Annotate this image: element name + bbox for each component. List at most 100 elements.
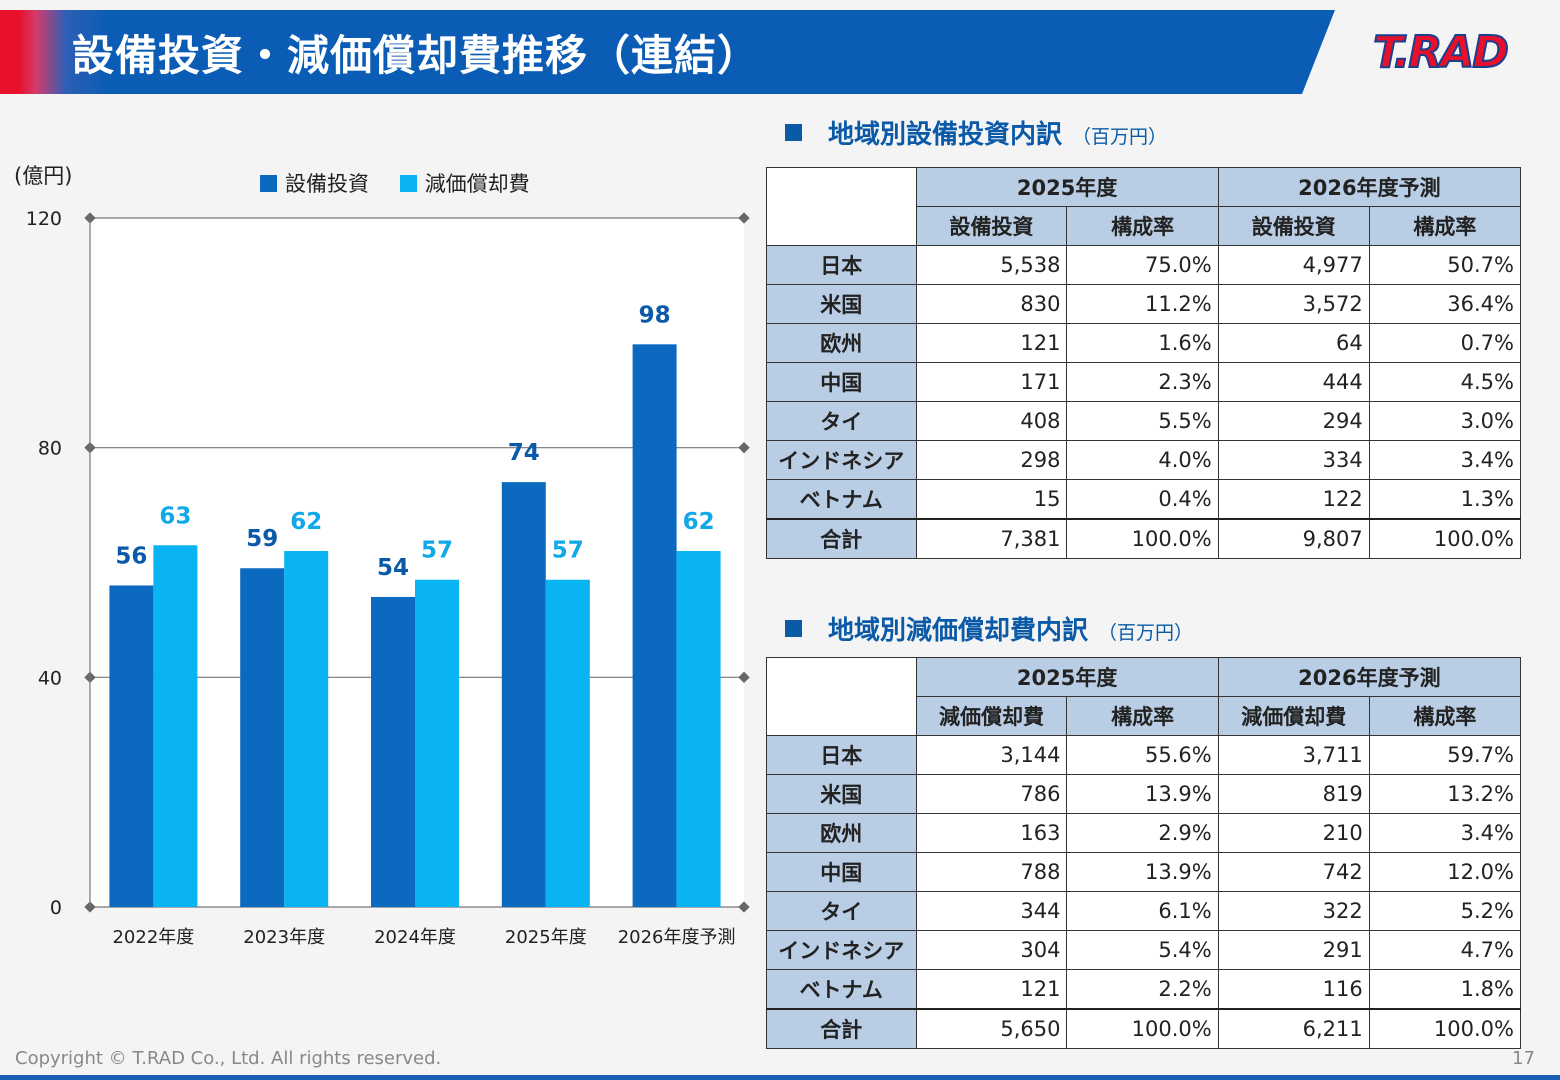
x-tick-label: 2023年度 [243, 927, 325, 948]
page-number: 17 [1512, 1048, 1535, 1069]
table-cell: 4,977 [1217, 245, 1370, 285]
bar-capex [371, 596, 415, 907]
x-tick-label: 2025年度 [505, 927, 587, 948]
column-header: 設備投資 [915, 206, 1068, 246]
table-cell: 0.4% [1066, 479, 1219, 520]
bar-depreciation [153, 545, 198, 907]
table-row: タイ 408 5.5% 294 3.0% [766, 401, 1522, 441]
table-row: 欧州 163 2.9% 210 3.4% [766, 813, 1522, 853]
table-cell: 3,711 [1217, 735, 1370, 775]
bar-depreciation [676, 551, 721, 907]
row-label: 合計 [766, 1008, 917, 1049]
y-tick-label: 0 [50, 897, 62, 919]
row-label: 米国 [766, 774, 917, 814]
table-cell: 7,381 [915, 518, 1068, 559]
table-cell: 298 [915, 440, 1068, 480]
data-label: 62 [683, 509, 715, 535]
column-header: 構成率 [1066, 206, 1219, 246]
table-cell: 11.2% [1066, 284, 1219, 324]
table-cell: 13.9% [1066, 852, 1219, 892]
data-label: 54 [377, 555, 409, 581]
table-cell: 788 [915, 852, 1068, 892]
bar-chart: 0 40 80 120 56 63 2022年度 59 62 2023年度 54 57 2024年度 74… [26, 208, 750, 948]
table-cell: 12.0% [1368, 852, 1522, 892]
table-row: インドネシア 298 4.0% 334 3.4% [766, 440, 1522, 480]
row-label: 日本 [766, 245, 917, 285]
data-label: 74 [508, 440, 540, 466]
table-cell: 1.8% [1368, 969, 1522, 1010]
table-cell: 100.0% [1066, 518, 1219, 559]
legend-label-depreciation: 減価償却費 [424, 172, 530, 196]
table-header-row: 2025年度 2026年度予測 [766, 657, 1522, 736]
x-tick-label: 2022年度 [112, 927, 194, 948]
table-cell: 15 [915, 479, 1068, 520]
table-cell: 304 [915, 930, 1068, 970]
table-row: 米国 786 13.9% 819 13.2% [766, 774, 1522, 814]
legend-item-depreciation: 減価償却費 [399, 168, 530, 198]
table-cell: 171 [915, 362, 1068, 402]
legend-swatch-capex [260, 175, 277, 192]
table-cell: 64 [1217, 323, 1370, 363]
legend-swatch-depreciation [399, 175, 417, 192]
capex-unit: （百万円） [1072, 126, 1168, 148]
bar-depreciation [545, 579, 590, 907]
row-label: 欧州 [766, 323, 917, 363]
logo-text: T.RAD [1372, 27, 1510, 79]
table-cell: 3.4% [1368, 813, 1522, 853]
table-cell: 100.0% [1368, 518, 1522, 559]
column-header: 構成率 [1368, 696, 1522, 736]
table-cell: 819 [1217, 774, 1370, 814]
table-row: 中国 788 13.9% 742 12.0% [766, 852, 1522, 892]
table-cell: 100.0% [1066, 1008, 1219, 1049]
table-cell: 5.5% [1066, 401, 1219, 441]
grid-marker-right [738, 442, 750, 454]
year-header: 2026年度予測 [1217, 167, 1522, 207]
table-cell: 9,807 [1217, 518, 1370, 559]
table-cell: 75.0% [1066, 245, 1219, 285]
data-label: 62 [290, 509, 322, 535]
bar-depreciation [415, 579, 459, 907]
table-cell: 2.2% [1066, 969, 1219, 1010]
table-cell: 13.9% [1066, 774, 1219, 814]
table-cell: 5,538 [915, 245, 1068, 285]
table-row: 米国 830 11.2% 3,572 36.4% [766, 284, 1522, 324]
table-cell: 4.5% [1368, 362, 1522, 402]
legend-label-capex: 設備投資 [285, 172, 369, 196]
table-cell: 5.2% [1368, 891, 1522, 931]
data-label: 57 [421, 538, 453, 564]
row-label: ベトナム [766, 969, 917, 1010]
x-tick-label: 2026年度予測 [618, 927, 736, 948]
data-label: 59 [246, 526, 278, 552]
table-subheader-row: 減価償却費 構成率 減価償却費 構成率 [767, 696, 1522, 736]
column-header: 構成率 [1368, 206, 1522, 246]
table-row: インドネシア 304 5.4% 291 4.7% [766, 930, 1522, 970]
year-header: 2025年度 [915, 657, 1219, 697]
bar-capex [632, 344, 677, 908]
column-header: 設備投資 [1217, 206, 1370, 246]
row-label: タイ [766, 891, 917, 931]
page-header: 設備投資・減価償却費推移（連結） [0, 10, 1560, 94]
table-cell: 55.6% [1066, 735, 1219, 775]
depreciation-table-title: 地域別減価償却費内訳 （百万円） [785, 610, 1193, 647]
table-header-row: 2025年度 2026年度予測 [766, 167, 1522, 246]
table-cell: 4.0% [1066, 440, 1219, 480]
legend-item-capex: 設備投資 [260, 168, 369, 198]
row-label: インドネシア [766, 440, 917, 480]
table-cell: 3.0% [1368, 401, 1522, 441]
table-cell: 122 [1217, 479, 1370, 520]
capex-by-region-table: 2025年度 2026年度予測 設備投資 構成率 設備投資 構成率 日本 5,53… [766, 167, 1522, 559]
year-header: 2026年度予測 [1217, 657, 1522, 697]
depreciation-unit: （百万円） [1098, 622, 1194, 644]
depreciation-title-text: 地域別減価償却費内訳 [828, 616, 1089, 646]
corner-cell [766, 657, 917, 736]
row-label: 米国 [766, 284, 917, 324]
bar-capex [109, 585, 154, 907]
row-label: 日本 [766, 735, 917, 775]
table-cell: 786 [915, 774, 1068, 814]
row-label: 中国 [766, 362, 917, 402]
table-cell: 444 [1217, 362, 1370, 402]
square-bullet-icon [785, 620, 802, 637]
bar-depreciation [284, 551, 329, 907]
table-cell: 0.7% [1368, 323, 1522, 363]
table-cell: 2.3% [1066, 362, 1219, 402]
